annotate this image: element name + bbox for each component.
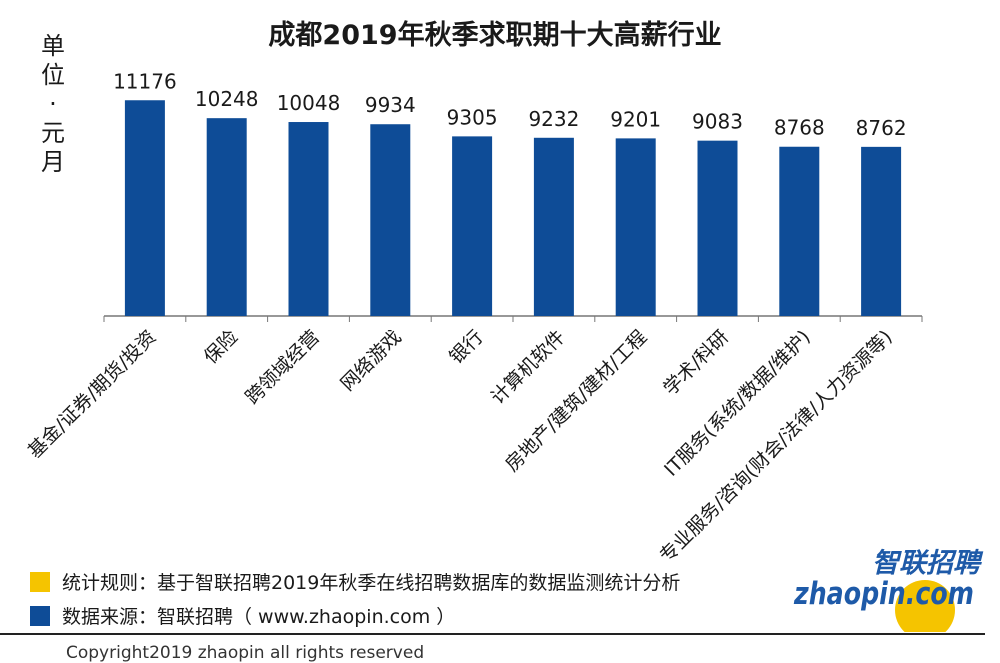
bar [206,118,247,317]
logo-cn-text: 智联招聘 [872,548,984,579]
y-unit-char: 位 [41,61,65,89]
y-unit-char: 元 [41,119,65,147]
data-label: 10248 [195,87,259,111]
data-label: 9232 [528,107,579,131]
y-unit-char: 单 [41,32,65,60]
logo-en-text: zhaopin.com [793,576,974,612]
category-label: 网络游戏 [337,326,406,395]
logo-circle-icon [895,580,955,632]
category-label: 学术/科研 [659,326,733,400]
rule-text: 统计规则：基于智联招聘2019年秋季在线招聘数据库的数据监测统计分析 [62,572,681,594]
category-label: IT服务(系统/数据/维护) [660,326,815,481]
bar [452,136,493,316]
copyright-text: Copyright2019 zhaopin all rights reserve… [66,643,425,663]
legend-source: 数据来源：智联招聘（ www.zhaopin.com ） [0,602,1000,629]
bar [779,146,820,316]
category-label: 基金/证券/期货/投资 [24,326,161,463]
category-label: 跨领域经营 [241,326,324,409]
chart-title: 成都2019年秋季求职期十大高薪行业 [268,19,721,51]
category-label: 计算机软件 [487,326,570,409]
data-label: 8768 [774,116,825,140]
bar [615,138,656,316]
source-text: 数据来源：智联招聘（ www.zhaopin.com ） [62,606,456,628]
data-label: 10048 [277,91,341,115]
data-label: 9934 [365,93,416,117]
legend-rule: 统计规则：基于智联招聘2019年秋季在线招聘数据库的数据监测统计分析 [0,568,1000,595]
zhaopin-logo: 智联招聘 zhaopin.com [793,548,984,632]
y-unit-char: 月 [41,148,65,176]
data-label: 11176 [113,69,177,93]
data-label: 9083 [692,110,743,134]
y-unit-char: · [49,90,57,118]
yellow-square-icon [30,571,50,592]
divider [0,633,985,635]
data-label: 8762 [856,116,907,140]
data-label: 9305 [447,105,498,129]
category-label: 保险 [200,326,242,368]
bar-chart: 成都2019年秋季求职期十大高薪行业 11176 基金/证券/期货/投资 10248… [24,19,923,560]
bar [124,100,165,316]
y-axis-unit: 单 位 · 元 月 [38,32,68,177]
bar [370,124,411,316]
category-label: 银行 [445,326,487,368]
data-label: 9201 [610,107,661,131]
bar [533,137,574,316]
bar [288,122,329,317]
bar [861,146,902,316]
bar [697,140,738,316]
blue-square-icon [30,605,50,626]
category-label: 房地产/建筑/建材/工程 [501,326,651,476]
